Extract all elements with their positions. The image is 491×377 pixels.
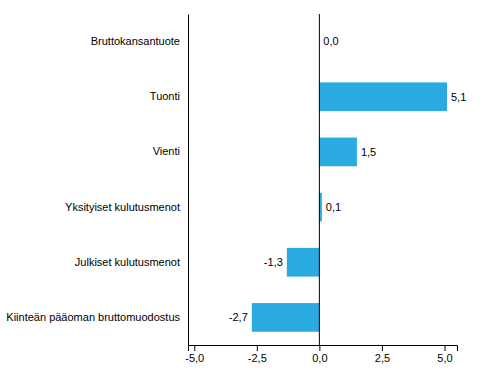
y-tick: Bruttokansantuote (91, 35, 180, 47)
bar (287, 248, 320, 277)
plot-area: -5,0 -2,5 0,0 2,5 5,0 Kiinteän pääoman brutto… (6, 14, 466, 364)
data-label: -2,7 (229, 311, 248, 323)
chart-svg: -5,0 -2,5 0,0 2,5 5,0 Kiinteän pääoman brutto… (0, 0, 491, 377)
y-tick: Vienti (153, 145, 180, 157)
x-tick-mark (382, 345, 383, 351)
x-tick-label: -5,0 (185, 352, 204, 364)
y-tick-label: Tuonti (150, 90, 180, 102)
x-tick-mark (444, 345, 445, 351)
x-tick-label: 0,0 (312, 352, 327, 364)
y-tick: Kiinteän pääoman bruttomuodostus (6, 311, 180, 323)
baseline (319, 14, 320, 345)
y-tick: Tuonti (150, 90, 180, 102)
x-tick-mark (194, 345, 195, 351)
bars (252, 14, 447, 345)
y-tick-label: Kiinteän pääoman bruttomuodostus (6, 311, 180, 323)
x-tick-mark (319, 345, 320, 351)
y-tick: Julkiset kulutusmenot (75, 256, 180, 268)
bar (252, 303, 320, 332)
bar (319, 138, 357, 167)
data-label: 5,1 (451, 91, 466, 103)
y-tick-label: Julkiset kulutusmenot (75, 256, 180, 268)
y-tick-label: Vienti (153, 145, 180, 157)
y-tick-label: Bruttokansantuote (91, 35, 180, 47)
x-tick: 0,0 (312, 345, 327, 364)
x-tick-label: 2,5 (375, 352, 390, 364)
bar (319, 82, 447, 111)
y-axis: Kiinteän pääoman bruttomuodostus Julkiset… (6, 15, 188, 346)
x-axis-line (189, 346, 458, 352)
x-tick-label: -2,5 (248, 352, 267, 364)
x-axis: -5,0 -2,5 0,0 2,5 5,0 (185, 345, 457, 364)
data-labels: -2,7 -1,3 0,1 1,5 5,1 0,0 (229, 35, 466, 323)
data-label: 0,1 (326, 201, 341, 213)
x-tick: -5,0 (185, 345, 204, 364)
x-tick-mark (257, 345, 258, 351)
x-tick: -2,5 (248, 345, 267, 364)
y-tick: Yksityiset kulutusmenot (65, 201, 180, 213)
data-label: -1,3 (264, 256, 283, 268)
y-tick-label: Yksityiset kulutusmenot (65, 201, 180, 213)
data-label: 0,0 (323, 35, 338, 47)
x-tick: 2,5 (375, 345, 390, 364)
x-tick: 5,0 (437, 345, 452, 364)
y-axis-line (188, 15, 189, 346)
data-label: 1,5 (361, 146, 376, 158)
x-tick-label: 5,0 (437, 352, 452, 364)
